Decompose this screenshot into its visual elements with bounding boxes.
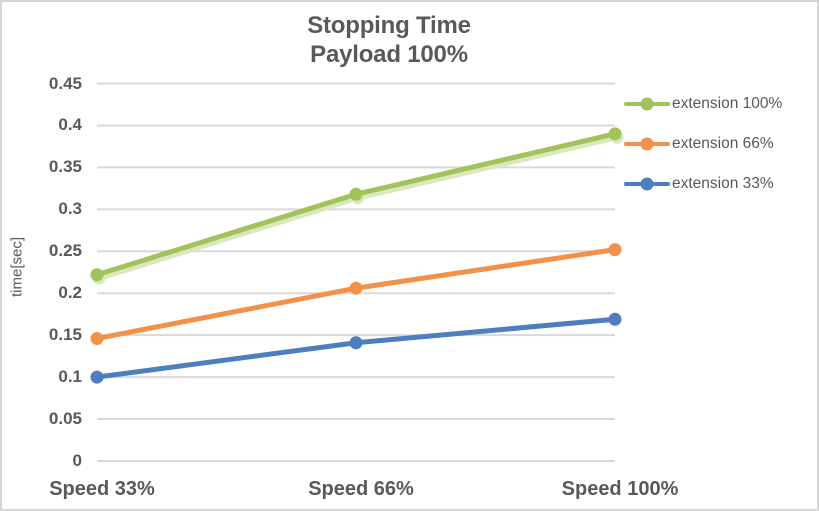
y-tick-label: 0.3: [58, 199, 82, 219]
y-tick-label: 0.25: [48, 241, 82, 261]
y-tick-label: 0.2: [58, 283, 82, 303]
chart-title-line2: Payload 100%: [310, 41, 468, 68]
legend-label: extension 33%: [672, 175, 774, 192]
series-marker-extension-100-[interactable]: [349, 187, 363, 201]
legend[interactable]: extension 100% extension 66% extension 33%: [624, 84, 782, 204]
x-axis-label: Speed 100%: [561, 478, 679, 500]
series-marker-extension-33-[interactable]: [349, 336, 363, 350]
series-marker-extension-66-[interactable]: [349, 281, 363, 295]
legend-line-marker-icon: [624, 97, 670, 111]
series-marker-extension-33-[interactable]: [90, 370, 104, 384]
legend-item[interactable]: extension 100%: [624, 84, 782, 124]
legend-item[interactable]: extension 66%: [624, 124, 782, 164]
legend-dot-icon: [640, 177, 654, 191]
y-tick-label: 0.35: [48, 157, 82, 177]
x-axis-label: Speed 66%: [308, 478, 414, 500]
legend-label: extension 66%: [672, 135, 774, 152]
series-line-glow: [96, 134, 620, 282]
legend-dot-icon: [640, 137, 654, 151]
series-marker-extension-100-[interactable]: [608, 127, 622, 141]
y-tick-label: 0.4: [58, 115, 82, 135]
y-tick-label: 0.05: [48, 409, 82, 429]
series-marker-extension-66-[interactable]: [90, 332, 104, 346]
y-tick-label: 0: [72, 451, 82, 470]
legend-line-marker-icon: [624, 137, 670, 151]
y-tick-label: 0.15: [48, 325, 82, 345]
y-tick-label: 0.45: [48, 73, 82, 93]
y-tick-label: 0.1: [58, 367, 82, 387]
series-marker-extension-100-[interactable]: [90, 268, 104, 282]
chart-title-line1: Stopping Time: [307, 12, 471, 39]
series-marker-extension-33-[interactable]: [608, 312, 622, 326]
x-axis-label: Speed 33%: [49, 478, 155, 500]
legend-dot-icon: [640, 97, 654, 111]
legend-label: extension 100%: [672, 95, 783, 112]
legend-line-marker-icon: [624, 177, 670, 191]
legend-item[interactable]: extension 33%: [624, 164, 782, 204]
series-marker-extension-66-[interactable]: [608, 243, 622, 257]
chart-title: Stopping Time Payload 100%: [2, 11, 776, 69]
